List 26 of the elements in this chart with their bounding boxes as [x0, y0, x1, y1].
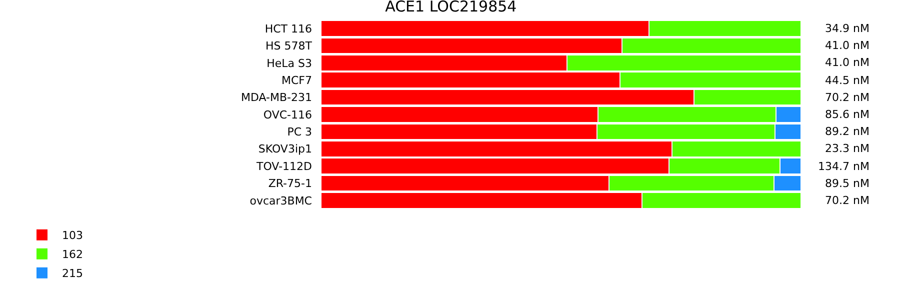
y-tick-label: PC 3	[287, 126, 312, 139]
y-tick-label: ovcar3BMC	[250, 194, 312, 208]
text: 23.3 nM	[825, 142, 870, 155]
legend-label: 215	[62, 267, 83, 280]
text: 44.5 nM	[825, 74, 870, 87]
y-tick-label: HS 578T	[266, 40, 312, 53]
y-tick-label: TOV-112D	[256, 160, 312, 173]
y-tick-label: SKOV3ip1	[258, 142, 312, 156]
y-tick-label: ZR-75-1	[268, 177, 312, 190]
y-tick-label: HCT 116	[264, 22, 312, 36]
text: 134.7 nM	[818, 160, 870, 173]
legend-label: 103	[62, 229, 83, 242]
legend-label: 162	[62, 248, 83, 262]
text: 89.2 nM	[825, 125, 870, 138]
chart-title: ACE1 LOC219854	[385, 0, 517, 16]
y-tick-label: OVC-116	[263, 108, 312, 122]
text: 70.2 nM	[825, 194, 870, 207]
text: 34.9 nM	[825, 22, 870, 35]
text: 70.2 nM	[825, 91, 870, 104]
text: 85.6 nM	[825, 108, 870, 121]
text: 41.0 nM	[825, 39, 870, 52]
y-tick-label: MDA-MB-231	[240, 91, 312, 104]
text: 89.5 nM	[825, 177, 870, 190]
y-tick-label: MCF7	[282, 74, 312, 87]
y-tick-label: HeLa S3	[266, 56, 312, 70]
text: 41.0 nM	[825, 56, 870, 69]
